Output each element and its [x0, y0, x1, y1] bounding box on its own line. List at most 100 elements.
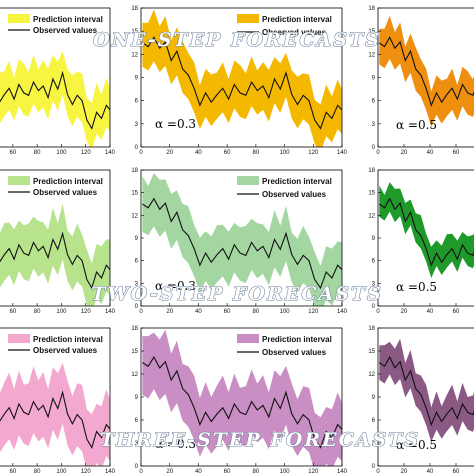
x-tick-label: 140: [105, 309, 116, 315]
axes-frame: [0, 169, 111, 307]
y-tick-label: 9: [135, 395, 139, 401]
prediction-interval-band: [142, 173, 342, 306]
legend-swatch-band: [237, 176, 259, 185]
y-tick-label: 15: [131, 349, 138, 355]
x-tick-label: 100: [56, 150, 67, 156]
x-tick-label: 80: [253, 309, 260, 315]
x-tick-label: 100: [56, 309, 67, 315]
panel-plot-area: [378, 15, 474, 127]
x-tick-label: 0: [376, 309, 380, 315]
legend-label-band: Prediction interval: [262, 177, 332, 186]
panel-3-3: 0 20 40 60 0 3 6 9 12 15 18 α =0.5: [368, 326, 474, 474]
x-tick-label: 100: [280, 150, 291, 156]
y-tick-label: 12: [131, 372, 138, 378]
y-tick-label: 0: [372, 145, 376, 151]
y-tick-label: 12: [131, 52, 138, 58]
prediction-interval-band: [0, 203, 110, 306]
alpha-label: α =0.3: [155, 437, 196, 451]
x-tick-label: 0: [139, 469, 143, 474]
observed-values-line: [0, 231, 110, 290]
x-tick-label: 100: [56, 469, 67, 474]
panel-plot-area: [142, 329, 342, 466]
y-tick-label: 6: [372, 259, 376, 265]
y-tick-label: 6: [372, 418, 376, 424]
x-tick-label: 40: [195, 469, 202, 474]
y-tick-label: 3: [135, 122, 139, 128]
y-tick-label: 0: [372, 304, 376, 310]
panel-plot-area: [378, 338, 474, 442]
y-tick-label: 6: [135, 259, 139, 265]
alpha-label: α =0.5: [396, 280, 437, 294]
observed-values-line: [0, 390, 110, 449]
panel-3-2: 0 20 40 60 80 100 120 140 0 3 6 9 12 15 18 Prediction i…: [131, 326, 347, 474]
y-tick-label: 0: [372, 464, 376, 470]
legend-label-line: Observed values: [262, 28, 327, 37]
alpha-label: α =0.5: [396, 438, 437, 452]
y-tick-label: 18: [131, 326, 138, 332]
legend-swatch-band: [237, 334, 259, 343]
prediction-interval-band: [379, 15, 474, 127]
legend-label-line: Observed values: [262, 348, 327, 357]
legend-label-band: Prediction interval: [33, 177, 103, 186]
x-tick-label: 60: [224, 469, 231, 474]
legend-swatch-band: [8, 334, 30, 343]
observed-values-line: [378, 197, 474, 267]
x-tick-label: 140: [105, 150, 116, 156]
x-tick-label: 120: [308, 469, 319, 474]
banner-text-1: ONE-STEP FORECASTS: [93, 29, 381, 51]
panel-plot-area: [0, 51, 110, 147]
y-tick-label: 12: [368, 213, 375, 219]
x-tick-label: 100: [280, 309, 291, 315]
panel-plot-area: [142, 173, 342, 306]
panel-plot-area: [0, 203, 110, 306]
y-tick-label: 9: [372, 395, 376, 401]
y-tick-label: 6: [372, 99, 376, 105]
x-tick-label: 40: [195, 150, 202, 156]
y-tick-label: 0: [135, 145, 139, 151]
x-tick-label: 40: [427, 309, 434, 315]
y-tick-label: 3: [135, 281, 139, 287]
panel-plot-area: [378, 182, 474, 278]
y-tick-label: 12: [131, 213, 138, 219]
y-tick-label: 9: [372, 76, 376, 82]
legend-swatch-band: [237, 14, 259, 23]
x-tick-label: 140: [337, 469, 348, 474]
panel-1-2: 0 20 40 60 80 100 120 140 0 3 6 9 12 15 18 Prediction i…: [131, 6, 347, 156]
y-tick-label: 0: [135, 304, 139, 310]
x-tick-label: 60: [224, 309, 231, 315]
legend-swatch-band: [8, 176, 30, 185]
x-tick-label: 120: [81, 150, 92, 156]
legend-label-band: Prediction interval: [262, 15, 332, 24]
axes-frame: [0, 327, 111, 467]
legend-label-line: Observed values: [33, 26, 98, 35]
x-tick-label: 20: [401, 150, 408, 156]
x-tick-label: 0: [376, 150, 380, 156]
x-tick-label: 20: [166, 469, 173, 474]
x-tick-label: 80: [34, 469, 41, 474]
y-tick-label: 18: [368, 6, 375, 12]
y-tick-label: 12: [368, 372, 375, 378]
alpha-label: α =0.5: [396, 118, 437, 132]
y-tick-label: 18: [368, 168, 375, 174]
legend-label-line: Observed values: [33, 188, 98, 197]
y-tick-label: 3: [372, 122, 376, 128]
x-tick-label: 0: [139, 150, 143, 156]
banner-text-2: TWO-STEP FORECASTS: [91, 283, 383, 305]
x-tick-label: 140: [337, 309, 348, 315]
panel-plot-area: [0, 362, 110, 466]
y-tick-label: 15: [131, 191, 138, 197]
y-tick-label: 9: [135, 236, 139, 242]
panel-1-1: 60 80 100 120 140 Prediction interval Observed…: [0, 7, 116, 156]
alpha-label: α =0.3: [155, 279, 196, 293]
y-tick-label: 18: [131, 168, 138, 174]
banner-text-3: THREE-STEP FORECASTS: [100, 429, 420, 451]
panel-2-3: 0 20 40 60 0 3 6 9 12 15 18 α =0.5: [368, 168, 474, 315]
x-tick-label: 120: [308, 150, 319, 156]
panel-2-2: 0 20 40 60 80 100 120 140 0 3 6 9 12 15 18 Prediction i…: [131, 168, 347, 315]
panel-plot-area: [142, 9, 342, 147]
x-tick-label: 80: [253, 469, 260, 474]
y-tick-label: 9: [135, 76, 139, 82]
legend-label-band: Prediction interval: [33, 335, 103, 344]
prediction-interval-band: [0, 51, 110, 147]
